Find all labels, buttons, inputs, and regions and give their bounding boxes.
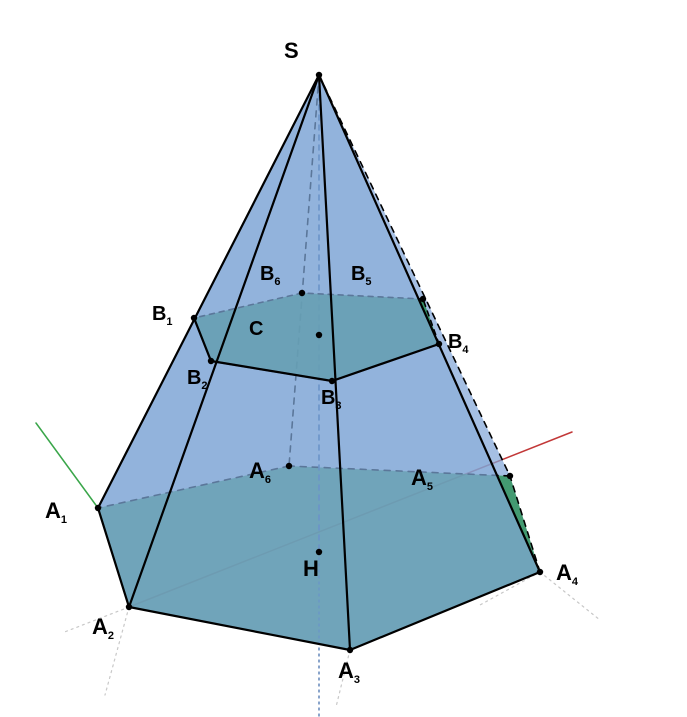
label-B2: B bbox=[187, 367, 201, 389]
label-A6: A bbox=[249, 458, 265, 483]
label-A2-sub: 2 bbox=[108, 630, 114, 642]
vertex-B3 bbox=[329, 378, 335, 384]
label-S: S bbox=[284, 38, 299, 63]
label-A3-sub: 3 bbox=[354, 674, 360, 686]
vertex-B1 bbox=[191, 315, 197, 321]
vertex-A3 bbox=[347, 647, 353, 653]
hexagonal-pyramid-diagram: SA1A2A3A4A5A6HB1B2B3B4B5B6C bbox=[0, 0, 687, 717]
label-A5: A bbox=[411, 465, 427, 490]
label-A3: A bbox=[338, 658, 354, 683]
vertex-H bbox=[316, 549, 322, 555]
vertex-C bbox=[316, 332, 322, 338]
label-C: C bbox=[249, 318, 263, 340]
vertex-B6 bbox=[299, 290, 305, 296]
label-B4-sub: 4 bbox=[462, 344, 469, 356]
label-A6-sub: 6 bbox=[265, 474, 271, 486]
vertex-B4 bbox=[436, 341, 442, 347]
label-B5-sub: 5 bbox=[365, 276, 371, 288]
vertex-B2 bbox=[208, 358, 214, 364]
label-A1: A bbox=[45, 498, 61, 523]
vertex-S bbox=[316, 72, 322, 78]
vertex-A4 bbox=[537, 569, 543, 575]
label-B4: B bbox=[448, 331, 462, 353]
label-B6: B bbox=[260, 263, 274, 285]
vertex-A2 bbox=[126, 604, 132, 610]
label-B3-sub: 3 bbox=[335, 400, 341, 412]
label-A2: A bbox=[92, 614, 108, 639]
label-B1-sub: 1 bbox=[166, 316, 172, 328]
label-A4-sub: 4 bbox=[572, 576, 579, 588]
label-A1-sub: 1 bbox=[61, 514, 67, 526]
vertex-A5 bbox=[507, 473, 513, 479]
label-B5: B bbox=[351, 263, 365, 285]
label-B1: B bbox=[152, 303, 166, 325]
vertex-A6 bbox=[286, 463, 292, 469]
label-A5-sub: 5 bbox=[427, 481, 433, 493]
vertex-B5 bbox=[420, 296, 426, 302]
vertex-A1 bbox=[95, 505, 101, 511]
label-H: H bbox=[303, 556, 319, 581]
label-A4: A bbox=[556, 560, 572, 585]
label-B2-sub: 2 bbox=[201, 380, 207, 392]
label-B6-sub: 6 bbox=[274, 276, 280, 288]
label-B3: B bbox=[321, 387, 335, 409]
